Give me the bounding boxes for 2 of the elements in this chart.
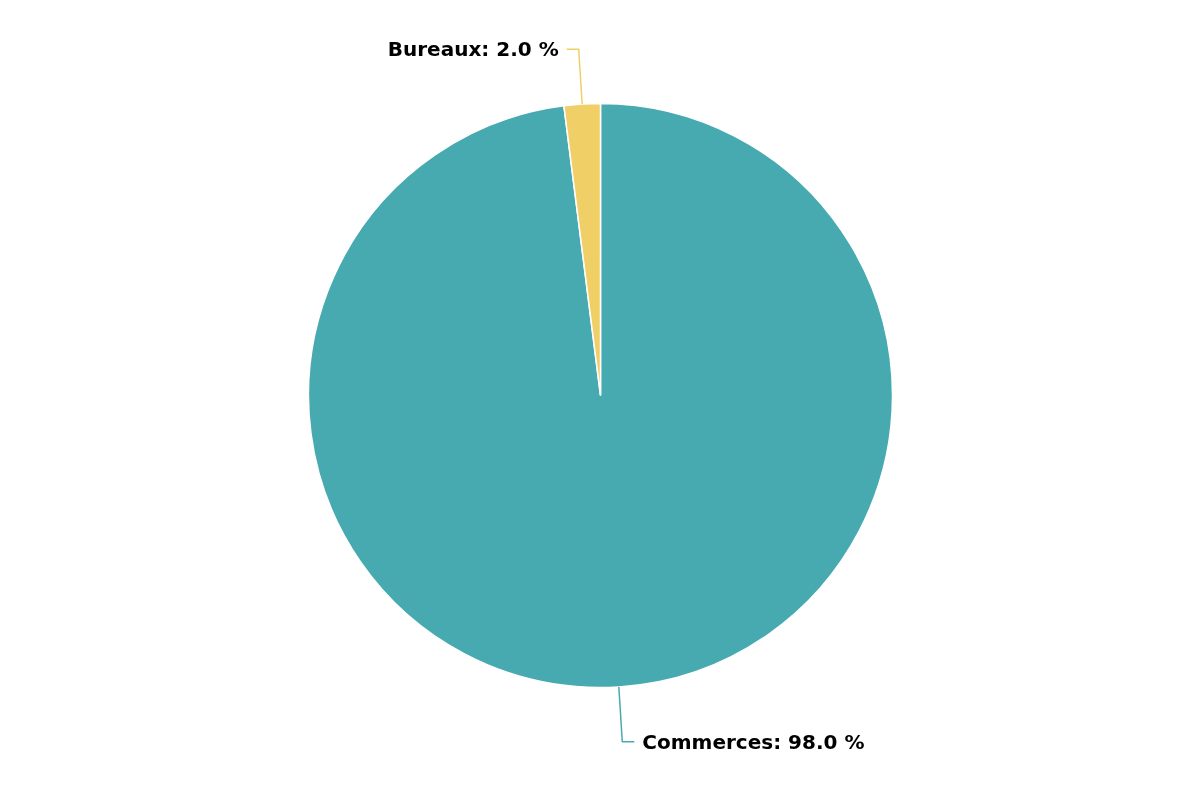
slice-label: Commerces: 98.0 % — [642, 729, 865, 754]
slice-label: Bureaux: 2.0 % — [387, 37, 559, 62]
